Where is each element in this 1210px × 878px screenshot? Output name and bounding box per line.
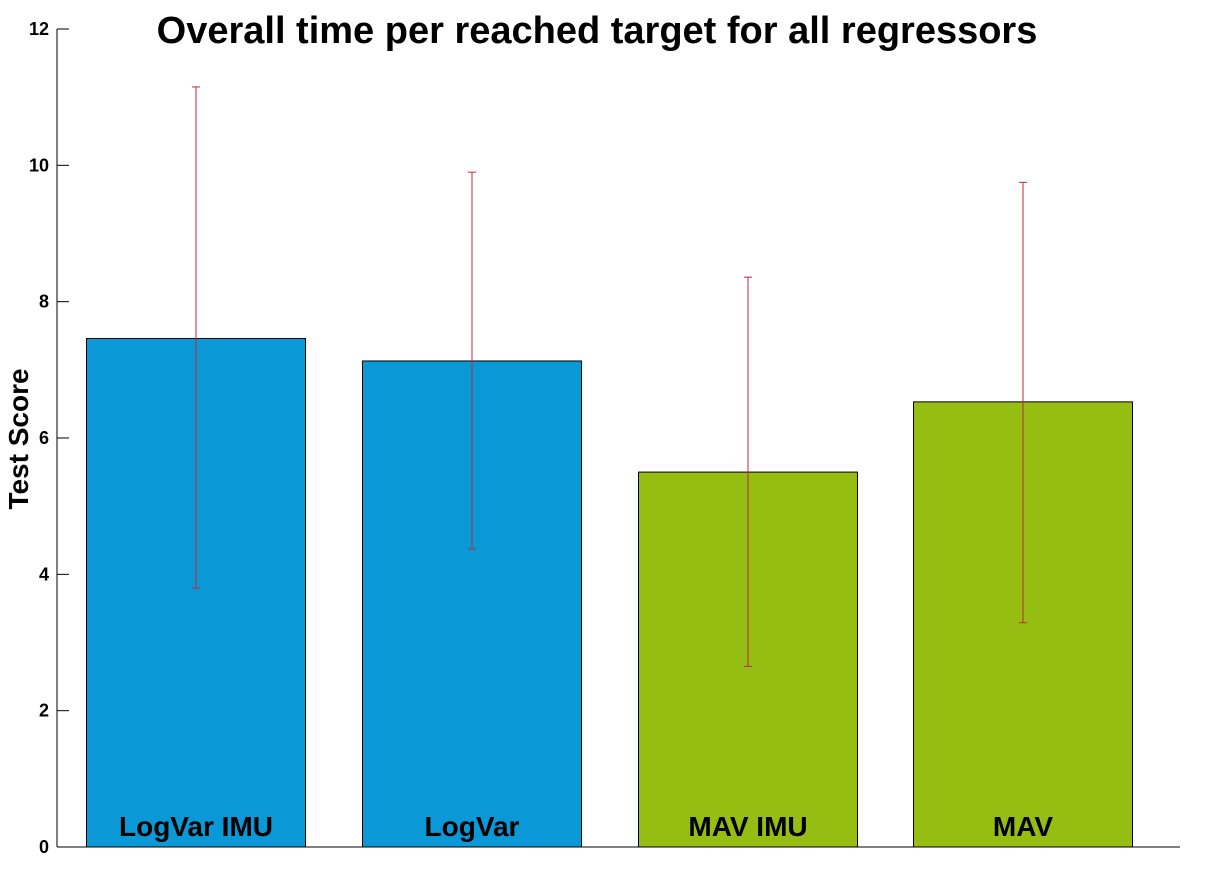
bar-category-label: MAV (993, 811, 1053, 842)
y-tick-label: 2 (39, 701, 49, 721)
chart-title: Overall time per reached target for all … (157, 10, 1038, 52)
y-tick-label: 10 (29, 155, 49, 175)
bars-layer (86, 337, 1133, 848)
y-tick-label: 4 (39, 564, 49, 584)
y-axis-label: Test Score (3, 368, 34, 509)
y-tick-label: 0 (39, 837, 49, 857)
bar-category-label: LogVar (425, 811, 520, 842)
bar-category-label: LogVar IMU (119, 811, 273, 842)
error-bars-layer (192, 86, 1027, 667)
y-tick-label: 8 (39, 292, 49, 312)
y-tick-label: 6 (39, 428, 49, 448)
axes-layer: 0 2 4 6 8 10 12 (29, 19, 1180, 857)
bar-category-label: MAV IMU (688, 811, 807, 842)
bar-labels-layer: LogVar IMU LogVar MAV IMU MAV (119, 811, 1053, 842)
y-tick-label: 12 (29, 19, 49, 39)
